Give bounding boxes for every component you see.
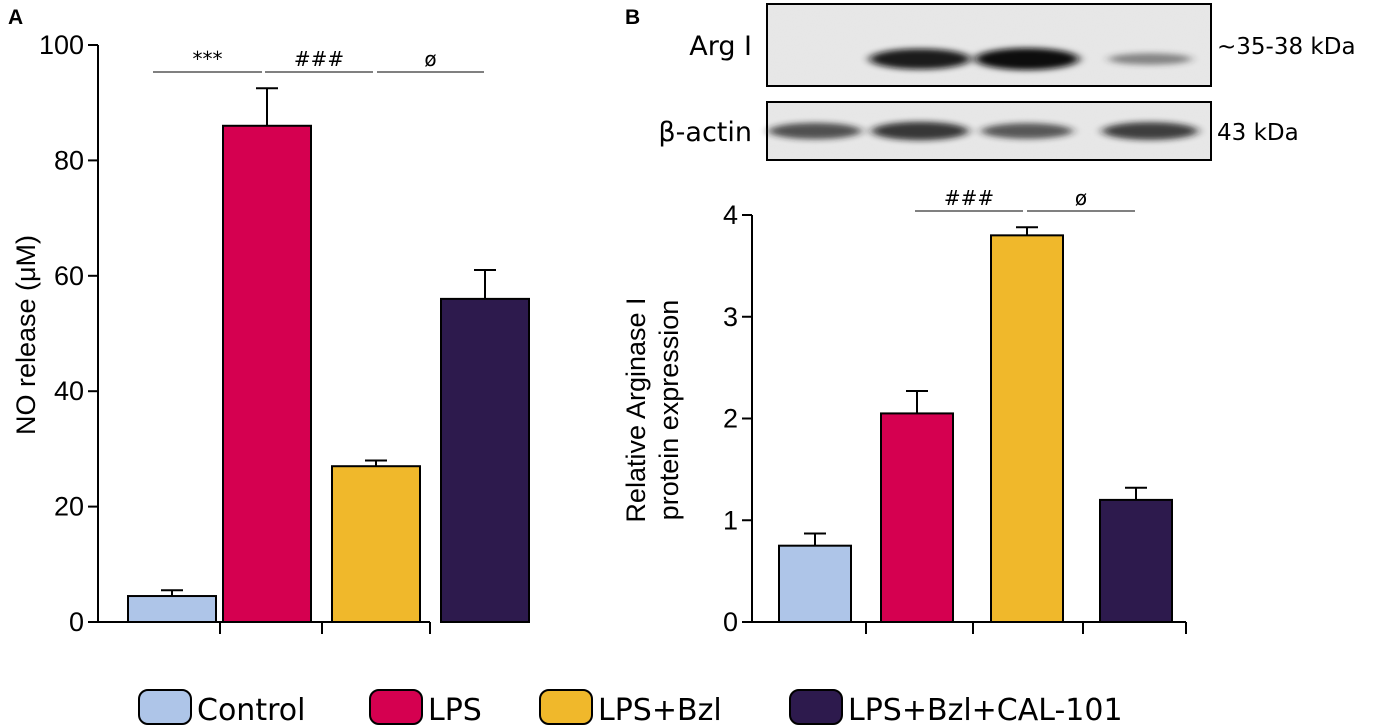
blot-band: [768, 122, 862, 140]
significance-label: ø: [1075, 186, 1087, 210]
blot-band: [871, 121, 969, 141]
blot-size-label: 43 kDa: [1217, 120, 1299, 146]
bar-control: [778, 544, 852, 623]
y-tick-label: 20: [54, 492, 84, 522]
blot-size-label: ~35-38 kDa: [1217, 34, 1356, 60]
legend-swatch-0: [138, 689, 192, 725]
bar-lps-bzl-cal-101: [440, 297, 530, 623]
significance-label: ###: [944, 186, 994, 210]
blot-row-label: Arg I: [689, 31, 752, 62]
blot-band: [1108, 53, 1192, 65]
blot-row-label: β-actin: [658, 117, 752, 148]
blot-band: [975, 48, 1079, 70]
y-tick-label: 80: [54, 145, 84, 175]
legend-label: LPS+Bzl+CAL-101: [848, 693, 1123, 727]
y-tick-label: 1: [723, 505, 738, 535]
y-tick-label: 60: [54, 261, 84, 291]
y-tick-label: 2: [723, 404, 738, 434]
blot-band: [981, 123, 1073, 139]
panel-label-a: A: [8, 6, 23, 29]
y-tick-label: 100: [39, 30, 84, 60]
significance-label: ***: [193, 47, 223, 71]
bar-lps-bzl-cal-101: [1099, 498, 1173, 623]
y-axis-label: protein expression: [654, 300, 684, 521]
blot-band: [869, 48, 971, 70]
legend-label: Control: [197, 693, 305, 727]
bar-lps-bzl: [990, 234, 1064, 623]
western-blot: Arg I ~35-38 kDa β-actin 43 kDa: [658, 3, 1356, 161]
blot-texture: [768, 5, 1210, 85]
panel-label-b: B: [625, 6, 640, 29]
significance-label: ###: [294, 47, 344, 71]
blot-band: [1102, 122, 1198, 140]
legend-label: LPS: [428, 693, 482, 727]
chart-a: 0 20 40 60 80 100 NO release (μM) *** ### ø: [11, 30, 530, 637]
legend-label: LPS+Bzl: [598, 693, 722, 727]
y-tick-label: 0: [723, 607, 738, 637]
legend-swatch-1: [369, 689, 423, 725]
significance-label: ø: [424, 47, 436, 71]
bar-control: [127, 595, 217, 623]
legend-swatch-2: [539, 689, 593, 725]
legend: Control LPS LPS+Bzl LPS+Bzl+CAL-101: [138, 689, 1123, 727]
y-tick-label: 4: [723, 200, 738, 230]
y-tick-label: 0: [69, 607, 84, 637]
y-tick-label: 3: [723, 302, 738, 332]
y-tick-label: 40: [54, 376, 84, 406]
y-axis-label: NO release (μM): [11, 235, 41, 435]
bar-lps-bzl: [331, 465, 421, 623]
y-axis-label: Relative Arginase I: [621, 297, 651, 522]
bar-lps: [222, 124, 312, 623]
legend-swatch-3: [789, 689, 843, 725]
bar-lps: [880, 412, 954, 623]
